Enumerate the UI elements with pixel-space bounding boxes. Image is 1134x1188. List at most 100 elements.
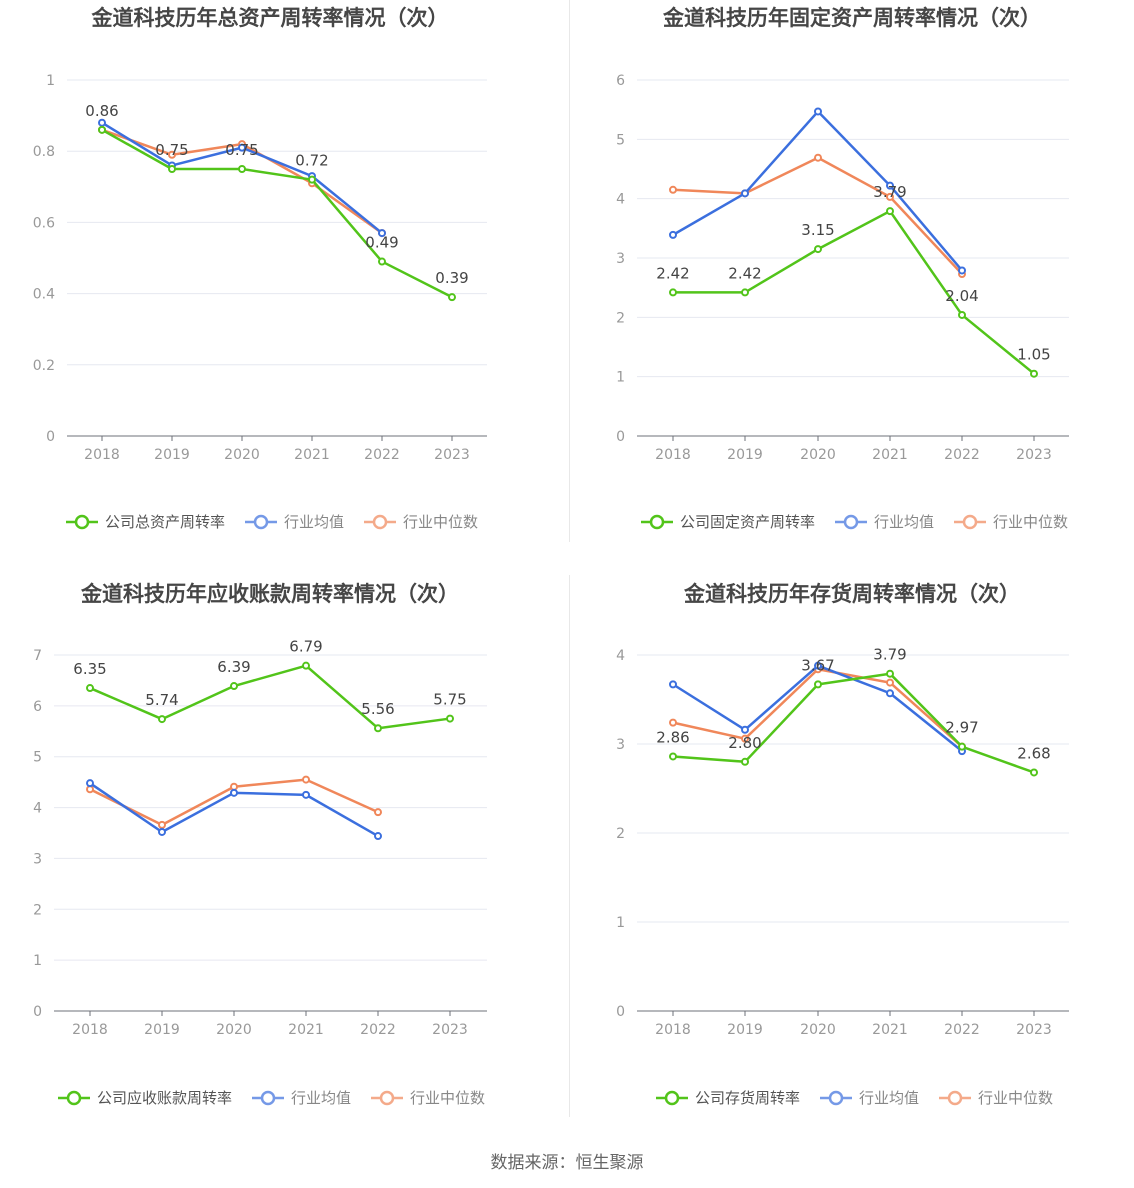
data-point-company <box>886 207 894 216</box>
legend-item-company: 公司固定资产周转率 <box>641 513 815 531</box>
series-line-company <box>673 209 1035 375</box>
data-point-avg <box>741 725 749 734</box>
y-tick-label: 5 <box>33 750 42 766</box>
legend-label: 公司固定资产周转率 <box>680 513 815 531</box>
legend-marker <box>947 1090 963 1106</box>
data-point-avg <box>669 230 677 239</box>
legend-marker <box>66 1090 82 1106</box>
data-point-company <box>448 293 456 302</box>
y-tick-label: 0.8 <box>33 144 55 160</box>
y-tick-label: 2 <box>616 310 625 326</box>
legend-label: 公司总资产周转率 <box>105 513 225 531</box>
data-point-company <box>814 680 822 689</box>
data-point-company <box>669 288 677 297</box>
x-tick-label: 2018 <box>655 1022 691 1038</box>
data-point-company <box>168 165 176 173</box>
data-point-median <box>230 782 238 791</box>
data-label: 2.86 <box>656 728 689 746</box>
legend-label: 行业中位数 <box>993 513 1068 531</box>
data-point-median <box>302 775 310 784</box>
y-tick-label: 0 <box>616 429 625 445</box>
chart-panel-3: 金道科技历年应收账款周转率情况（次） 0 1 2 3 4 5 6 7 2018 2019 2020 20… <box>33 582 487 1107</box>
x-tick-label: 2021 <box>288 1022 324 1038</box>
y-tick-label: 0 <box>616 1004 625 1020</box>
x-tick-label: 2022 <box>360 1022 396 1038</box>
y-tick-label: 2 <box>33 902 42 918</box>
data-point-company <box>308 175 316 184</box>
y-tick-label: 1 <box>33 953 42 969</box>
y-tick-label: 7 <box>33 648 42 664</box>
y-tick-label: 2 <box>616 826 625 842</box>
x-tick-label: 2019 <box>154 447 190 463</box>
x-tick-label: 2018 <box>655 447 691 463</box>
data-source: 数据来源：恒生聚源 <box>490 1153 644 1173</box>
chart-title: 金道科技历年存货周转率情况（次） <box>683 582 1020 606</box>
x-tick-label: 2023 <box>432 1022 468 1038</box>
legend-label: 行业均值 <box>291 1089 351 1107</box>
data-point-company <box>958 742 966 751</box>
x-tick-label: 2021 <box>872 447 908 463</box>
legend-marker <box>843 514 859 530</box>
series-line-company <box>672 672 1035 774</box>
legend-label: 行业均值 <box>284 513 344 531</box>
chart-title: 金道科技历年总资产周转率情况（次） <box>91 6 449 30</box>
x-tick-label: 2019 <box>727 1022 763 1038</box>
legend-marker <box>260 1090 276 1106</box>
data-label: 6.39 <box>217 658 250 676</box>
y-tick-label: 5 <box>616 132 625 148</box>
data-label: 3.15 <box>801 221 834 239</box>
chart-panel-4: 金道科技历年存货周转率情况（次） 0 1 2 3 4 2018 2019 2020 2021 202… <box>616 582 1069 1107</box>
data-label: 1.05 <box>1017 346 1050 364</box>
data-label: 0.86 <box>85 102 118 120</box>
x-tick-label: 2018 <box>84 447 120 463</box>
x-tick-label: 2022 <box>944 447 980 463</box>
data-point-avg <box>238 143 246 152</box>
data-label: 5.75 <box>433 691 466 709</box>
y-tick-label: 6 <box>33 699 42 715</box>
y-tick-label: 6 <box>616 73 625 89</box>
data-point-company <box>886 669 894 678</box>
data-point-avg <box>814 661 822 670</box>
panel-divider-bottom <box>569 575 570 1117</box>
data-point-company <box>1030 369 1038 378</box>
x-tick-label: 2022 <box>364 447 400 463</box>
data-label: 2.42 <box>728 264 761 282</box>
legend-item-avg: 行业均值 <box>245 513 344 531</box>
data-label: 3.67 <box>801 656 834 674</box>
chart-panel-1: 金道科技历年总资产周转率情况（次） 0 0.2 0.4 0.6 0.8 1 2018 2019 2… <box>33 6 487 531</box>
y-tick-label: 3 <box>616 737 625 753</box>
chart-title: 金道科技历年固定资产周转率情况（次） <box>662 6 1041 30</box>
chart-title: 金道科技历年应收账款周转率情况（次） <box>80 582 459 606</box>
data-point-avg <box>886 689 894 698</box>
legend-item-company: 公司存货周转率 <box>656 1089 800 1107</box>
data-label: 0.75 <box>225 141 258 159</box>
data-point-avg <box>958 266 966 275</box>
x-tick-label: 2020 <box>224 447 260 463</box>
data-label: 2.42 <box>656 264 689 282</box>
legend-marker <box>253 514 269 530</box>
data-label: 0.75 <box>155 141 188 159</box>
legend-item-avg: 行业均值 <box>835 513 934 531</box>
data-label: 6.79 <box>289 638 322 656</box>
data-point-avg <box>302 790 310 799</box>
data-label: 2.04 <box>945 287 978 305</box>
data-point-median <box>886 678 894 687</box>
data-point-avg <box>158 827 166 836</box>
legend-marker <box>74 514 90 530</box>
data-point-company <box>741 757 749 766</box>
series-line-avg <box>101 121 383 235</box>
x-tick-label: 2019 <box>144 1022 180 1038</box>
legend-marker <box>664 1090 680 1106</box>
data-point-company <box>814 245 822 254</box>
legend-label: 行业均值 <box>859 1089 919 1107</box>
data-point-median <box>168 150 176 159</box>
data-point-avg <box>230 788 238 797</box>
data-label: 0.39 <box>435 269 468 287</box>
legend-label: 行业均值 <box>874 513 934 531</box>
chart-panel-2: 金道科技历年固定资产周转率情况（次） 0 1 2 3 4 5 6 2018 2019 2020 202… <box>616 6 1069 531</box>
y-tick-label: 4 <box>33 801 42 817</box>
y-tick-label: 0.2 <box>33 358 55 374</box>
data-label: 2.68 <box>1017 744 1050 762</box>
x-tick-label: 2023 <box>1016 1022 1052 1038</box>
